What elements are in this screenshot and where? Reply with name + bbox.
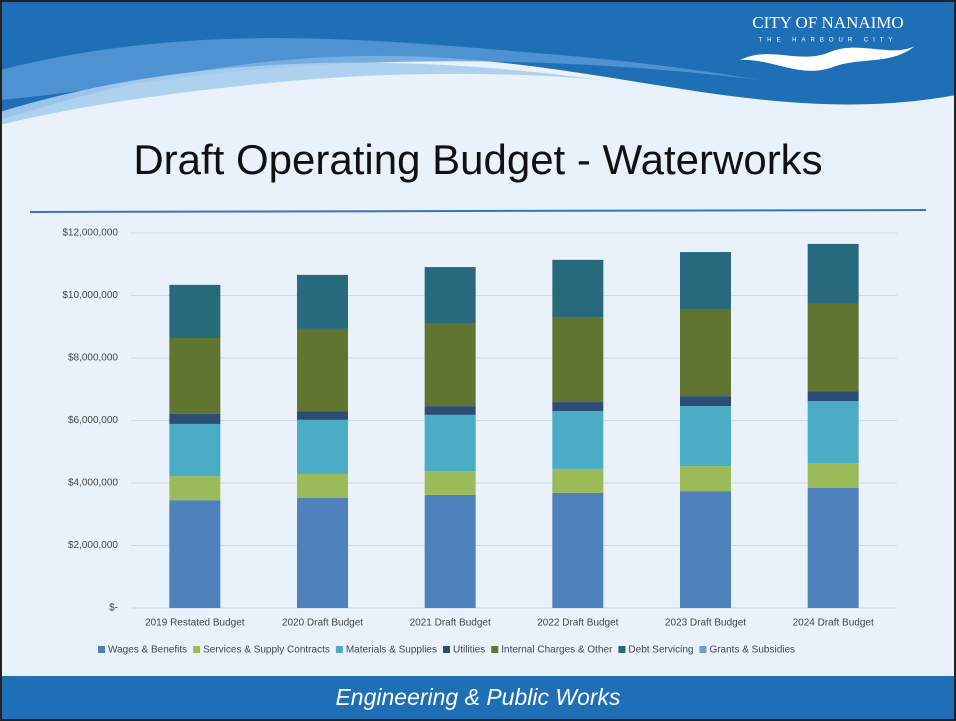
bar-segment: [169, 338, 221, 414]
x-tick-label: 2024 Draft Budget: [793, 618, 874, 629]
logo-tagline: THE HARBOUR CITY: [758, 38, 897, 44]
y-tick-label: $6,000,000: [68, 415, 118, 426]
legend-label: Services & Supply Contracts: [203, 645, 330, 656]
legend-label: Wages & Benefits: [108, 645, 187, 656]
bar-segment: [297, 274, 348, 329]
legend-label: Debt Servicing: [628, 645, 693, 656]
header-wave: [0, 62, 600, 125]
bar-segment: [680, 466, 731, 492]
title-rule: [29, 209, 927, 213]
footer-bar: [0, 676, 956, 721]
bar-segment: [424, 471, 476, 495]
legend-swatch: [618, 646, 626, 653]
x-tick-label: 2022 Draft Budget: [537, 618, 618, 629]
legend-swatch: [193, 646, 201, 653]
legend-label: Grants & Subsidies: [709, 645, 795, 656]
y-tick-label: $10,000,000: [62, 290, 118, 301]
bar-segment: [807, 243, 859, 304]
bar-segment: [297, 328, 348, 412]
x-tick-label: 2023 Draft Budget: [665, 618, 746, 629]
bar-segment: [552, 259, 604, 318]
bar-segment: [807, 488, 859, 608]
legend-swatch: [98, 646, 105, 653]
bar-segment: [807, 401, 859, 463]
bar-segment: [680, 396, 731, 407]
bar-segment: [297, 498, 348, 608]
bar-segment: [424, 323, 476, 407]
bar-segment: [552, 317, 604, 403]
legend-label: Internal Charges & Other: [501, 645, 613, 656]
y-tick-label: $2,000,000: [68, 540, 118, 551]
bar-segment: [169, 423, 221, 477]
legend-label: Utilities: [453, 645, 485, 656]
bar-segment: [807, 303, 859, 392]
bar-segment: [297, 473, 348, 498]
legend-swatch: [491, 646, 499, 653]
bar-segment: [424, 414, 476, 472]
bar-segment: [297, 419, 348, 474]
legend-swatch: [335, 646, 343, 653]
bar-segment: [552, 402, 604, 412]
bar-segment: [807, 391, 859, 402]
chart-title: Draft Operating Budget - Waterworks: [133, 136, 822, 183]
bar-segment: [169, 476, 221, 501]
legend-swatch: [443, 646, 450, 653]
bar-segment: [424, 267, 476, 323]
bar-segment: [680, 309, 731, 397]
x-tick-label: 2021 Draft Budget: [410, 618, 491, 629]
bar-segment: [680, 252, 731, 310]
bar-segment: [552, 411, 604, 469]
bar-segment: [424, 494, 476, 608]
bar-segment: [807, 463, 859, 488]
bar-segment: [424, 406, 476, 415]
y-tick-label: $8,000,000: [68, 353, 118, 364]
bar-segment: [169, 284, 221, 338]
bar-segment: [552, 468, 604, 493]
x-tick-label: 2019 Restated Budget: [145, 618, 245, 629]
y-tick-label: $4,000,000: [68, 478, 118, 489]
bar-segment: [680, 406, 731, 467]
footer-text: Engineering & Public Works: [335, 684, 621, 710]
y-tick-label: $12,000,000: [62, 228, 118, 239]
bar-segment: [680, 491, 731, 608]
header-wave: [0, 38, 760, 100]
bar-segment: [169, 413, 221, 424]
bar-segment: [169, 500, 221, 608]
x-tick-label: 2020 Draft Budget: [282, 618, 363, 629]
bar-segment: [297, 411, 348, 420]
logo-wave: [740, 46, 915, 71]
legend-swatch: [699, 646, 707, 653]
logo-name: CITY OF NANAIMO: [752, 13, 903, 32]
bar-segment: [552, 493, 604, 608]
legend-label: Materials & Supplies: [346, 645, 437, 656]
y-tick-label: $-: [109, 603, 118, 614]
